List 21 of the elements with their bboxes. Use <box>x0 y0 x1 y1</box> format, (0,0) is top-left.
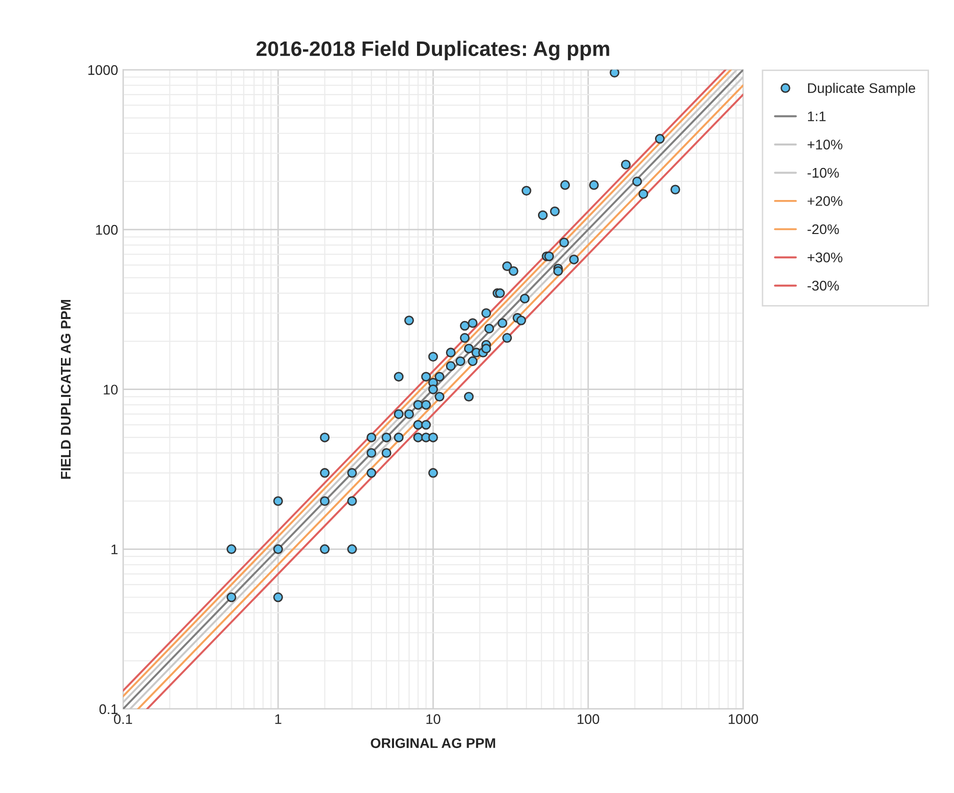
legend-label: 1:1 <box>808 112 826 122</box>
x-tick-label: 10 <box>426 714 440 724</box>
legend-label: -20% <box>808 224 839 234</box>
y-tick-label: 1 <box>112 544 118 554</box>
legend-label: Duplicate Sample <box>808 82 916 96</box>
y-axis-title: FIELD DUPLICATE AG PPM <box>60 300 71 479</box>
x-axis-title: ORIGINAL AG PPM <box>370 738 496 748</box>
legend-label: +20% <box>808 196 842 206</box>
y-tick-label: 1000 <box>88 65 118 75</box>
y-tick-label: 10 <box>104 384 118 395</box>
y-tick-label: 100 <box>96 224 118 235</box>
x-tick-label: 0.1 <box>114 714 132 724</box>
x-tick-label: 1000 <box>728 714 758 724</box>
legend-label: +30% <box>808 252 842 262</box>
chart-title: 2016-2018 Field Duplicates: Ag ppm <box>256 40 610 60</box>
legend-label: -10% <box>808 168 839 178</box>
legend-label: +10% <box>808 140 842 150</box>
legend-label: -30% <box>808 280 839 291</box>
y-tick-label: 0.1 <box>99 704 118 714</box>
x-tick-label: 100 <box>578 714 600 724</box>
x-tick-label: 1 <box>275 714 282 724</box>
